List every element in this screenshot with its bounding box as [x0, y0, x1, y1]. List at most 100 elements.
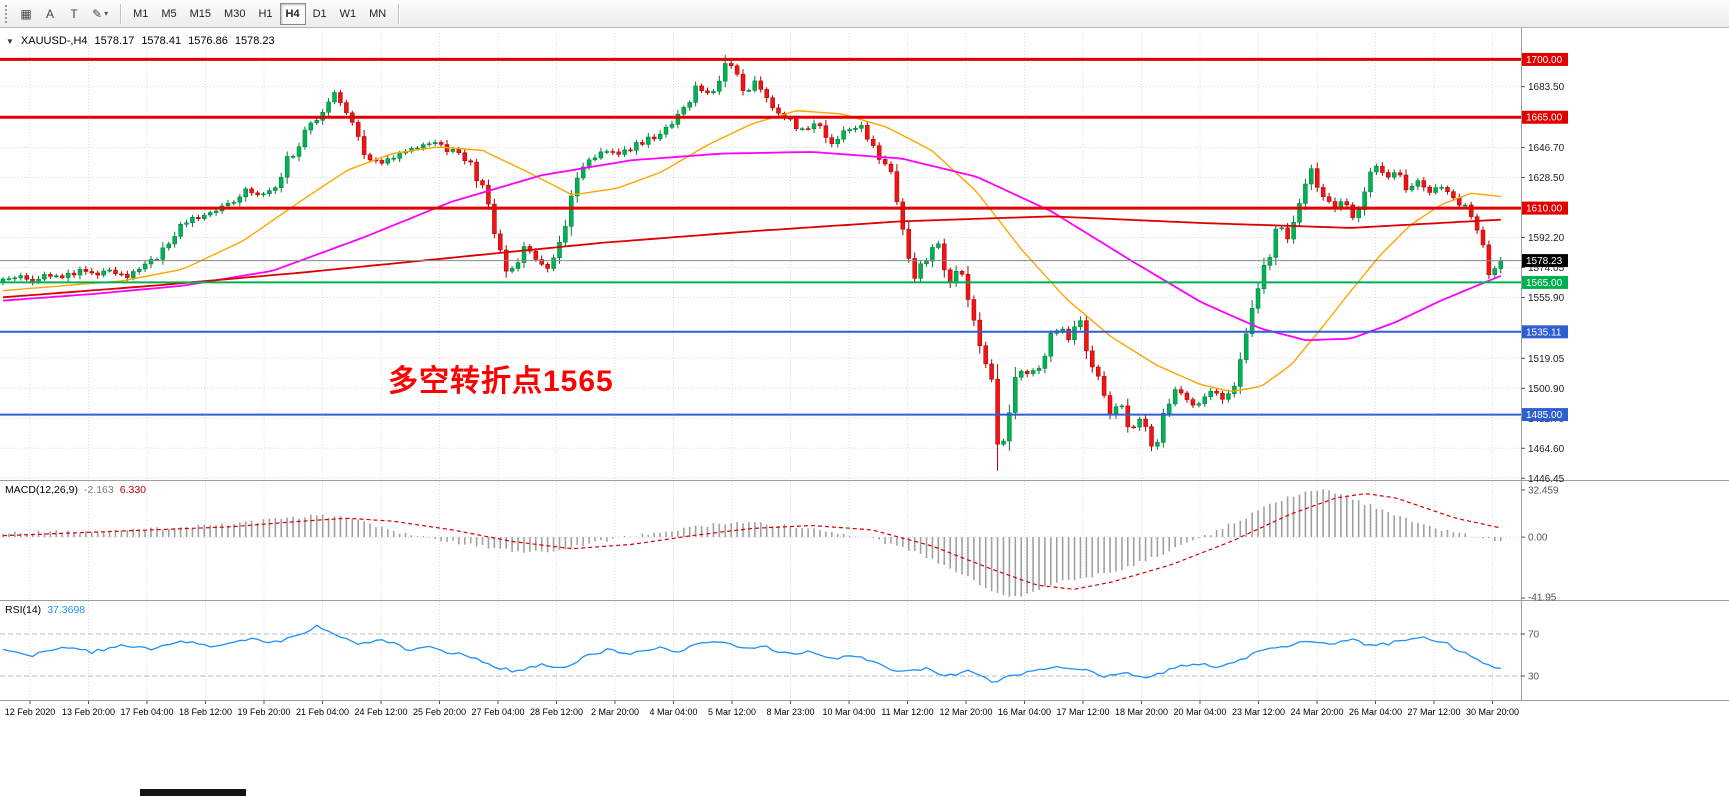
svg-text:70: 70 [1528, 630, 1540, 641]
macd-indicator-label: MACD(12,26,9) -2.163 6.330 [5, 484, 146, 496]
svg-text:1574.05: 1574.05 [1528, 263, 1565, 274]
pencil-icon: ✎ [92, 6, 103, 21]
timeframe-button-m30[interactable]: M30 [218, 3, 251, 25]
svg-text:1464.60: 1464.60 [1528, 444, 1565, 455]
level-price-label [1522, 408, 1568, 422]
svg-text:1535.11: 1535.11 [1526, 327, 1562, 338]
svg-text:1683.50: 1683.50 [1528, 82, 1565, 93]
svg-text:10 Mar 04:00: 10 Mar 04:00 [822, 707, 875, 717]
timeframe-button-m1[interactable]: M1 [127, 3, 154, 25]
svg-text:28 Feb 12:00: 28 Feb 12:00 [530, 707, 583, 717]
svg-text:1578.23: 1578.23 [1526, 256, 1563, 267]
macd-signal-line [2, 493, 1501, 590]
svg-text:25 Feb 20:00: 25 Feb 20:00 [413, 707, 466, 717]
svg-text:24 Mar 20:00: 24 Mar 20:00 [1290, 707, 1343, 717]
svg-text:27 Feb 04:00: 27 Feb 04:00 [471, 707, 524, 717]
chart-background [0, 28, 1729, 796]
time-scale: 12 Feb 2020 13 Feb 20:00 17 Feb 04:00 18 Fe… [5, 700, 1519, 717]
svg-text:1500.90: 1500.90 [1528, 384, 1565, 395]
timeframe-button-m15[interactable]: M15 [184, 3, 217, 25]
svg-text:1665.00: 1665.00 [1526, 113, 1563, 124]
toolbar: ▦ A T ✎ ▾ M1 M5 M15 M30 H1 H4 D1 W1 MN [0, 0, 1729, 28]
timeframe-button-h4[interactable]: H4 [279, 2, 306, 25]
svg-text:18 Feb 12:00: 18 Feb 12:00 [179, 707, 232, 717]
level-price-label [1522, 201, 1568, 215]
rsi-value: 37.3698 [47, 604, 86, 616]
toolbar-separator [398, 3, 400, 24]
svg-text:4 Mar 04:00: 4 Mar 04:00 [649, 707, 697, 717]
macd-signal-value: 6.330 [119, 484, 147, 496]
svg-text:1519.05: 1519.05 [1528, 354, 1565, 365]
timeframe-button-d1[interactable]: D1 [307, 3, 333, 25]
symbol-info: ▼ XAUUSD-,H4 1578.17 1578.41 1576.86 157… [6, 35, 275, 47]
timeframe-button-w1[interactable]: W1 [334, 3, 363, 25]
svg-text:24 Feb 12:00: 24 Feb 12:00 [354, 707, 407, 717]
timeframe-button-m5[interactable]: M5 [155, 3, 182, 25]
chart-svg: 1683.50 1646.70 1628.50 1592.20 1574.05 1555.… [0, 28, 1729, 796]
current-price-label [1522, 254, 1568, 268]
svg-text:16 Mar 04:00: 16 Mar 04:00 [998, 707, 1051, 717]
svg-text:1565.00: 1565.00 [1526, 278, 1563, 289]
svg-text:12 Mar 20:00: 12 Mar 20:00 [939, 707, 992, 717]
svg-text:26 Mar 04:00: 26 Mar 04:00 [1349, 707, 1402, 717]
candles [0, 54, 1504, 471]
ma-line-mid [2, 151, 1502, 342]
label-tool-icon[interactable]: T [62, 3, 86, 25]
svg-text:1592.20: 1592.20 [1528, 233, 1565, 244]
svg-text:30: 30 [1528, 672, 1540, 683]
timeframe-button-mn[interactable]: MN [363, 3, 392, 25]
svg-text:32.459: 32.459 [1528, 486, 1559, 497]
symbol-dropdown-icon[interactable]: ▼ [6, 36, 14, 46]
rsi-indicator-label: RSI(14) 37.3698 [5, 604, 85, 616]
toolbar-separator [120, 3, 122, 24]
chart-area: 1683.50 1646.70 1628.50 1592.20 1574.05 1555.… [0, 28, 1729, 796]
svg-text:1700.00: 1700.00 [1526, 55, 1563, 66]
svg-text:11 Mar 12:00: 11 Mar 12:00 [881, 707, 933, 717]
ohlc-close: 1578.23 [234, 35, 275, 47]
annotation-text: 多空转折点1565 [388, 365, 614, 398]
price-scale: 1683.50 1646.70 1628.50 1592.20 1574.05 1555.… [1521, 52, 1568, 683]
level-price-label [1522, 52, 1568, 66]
grid [0, 33, 1521, 700]
macd-name: MACD(12,26,9) [5, 484, 78, 496]
toolbar-grip[interactable] [5, 4, 9, 23]
timeframe-button-h1[interactable]: H1 [252, 3, 278, 25]
svg-text:5 Mar 12:00: 5 Mar 12:00 [708, 707, 756, 717]
svg-text:1485.00: 1485.00 [1526, 410, 1563, 421]
text-tool-icon[interactable]: A [38, 3, 62, 25]
svg-text:30 Mar 20:00: 30 Mar 20:00 [1466, 707, 1519, 717]
timeframe-group: M1 M5 M15 M30 H1 H4 D1 W1 MN [127, 2, 392, 25]
ohlc-open: 1578.17 [94, 35, 135, 47]
svg-text:20 Mar 04:00: 20 Mar 04:00 [1173, 707, 1226, 717]
level-price-label [1522, 325, 1568, 339]
svg-text:1555.90: 1555.90 [1528, 293, 1565, 304]
symbol-name: XAUUSD-,H4 [20, 35, 88, 47]
panel-separators [0, 28, 1729, 701]
svg-text:27 Mar 12:00: 27 Mar 12:00 [1407, 707, 1460, 717]
ma-line-slow [2, 215, 1501, 299]
ohlc-low: 1576.86 [188, 35, 228, 47]
draw-tools-dropdown-icon[interactable]: ✎ ▾ [86, 3, 114, 25]
rsi-name: RSI(14) [5, 604, 42, 616]
chevron-down-icon: ▾ [104, 9, 109, 18]
svg-text:17 Feb 04:00: 17 Feb 04:00 [120, 707, 173, 717]
chart-windows-icon[interactable]: ▦ [14, 3, 38, 25]
level-price-label [1522, 275, 1568, 289]
svg-text:12 Feb 2020: 12 Feb 2020 [5, 707, 56, 717]
macd-panel [2, 489, 1502, 597]
taskbar-fragment [140, 789, 246, 796]
level-price-label [1522, 110, 1568, 124]
svg-text:21 Feb 04:00: 21 Feb 04:00 [296, 707, 349, 717]
ohlc-high: 1578.41 [141, 35, 182, 47]
svg-text:1628.50: 1628.50 [1528, 173, 1565, 184]
svg-text:17 Mar 12:00: 17 Mar 12:00 [1056, 707, 1109, 717]
svg-text:23 Mar 12:00: 23 Mar 12:00 [1232, 707, 1285, 717]
macd-main-value: -2.163 [83, 484, 114, 496]
ma-line-fast [2, 110, 1501, 392]
svg-text:1646.70: 1646.70 [1528, 143, 1565, 154]
rsi-panel [0, 624, 1521, 683]
svg-text:1610.00: 1610.00 [1526, 204, 1563, 215]
svg-text:-41.95: -41.95 [1528, 593, 1557, 604]
svg-text:1446.45: 1446.45 [1528, 474, 1565, 485]
svg-text:18 Mar 20:00: 18 Mar 20:00 [1115, 707, 1168, 717]
